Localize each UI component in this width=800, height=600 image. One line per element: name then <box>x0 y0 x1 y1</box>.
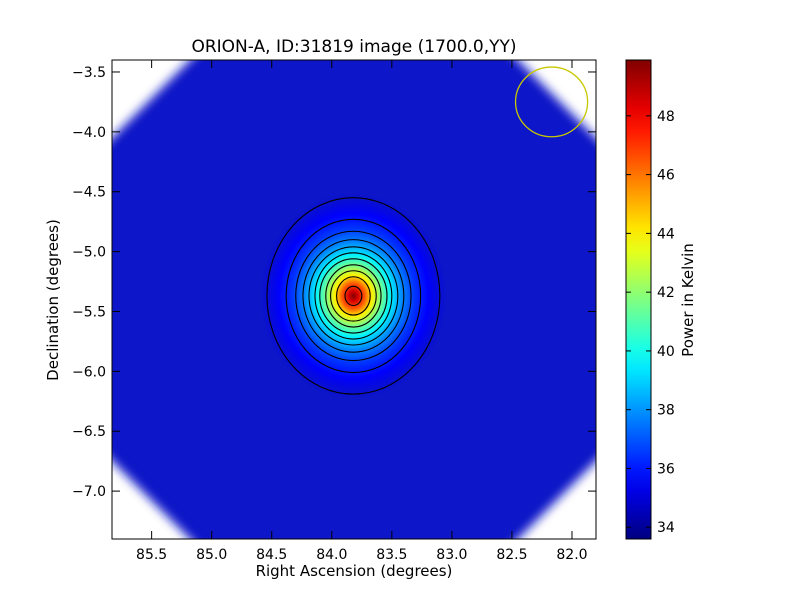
colorbar-tick-label: 34 <box>657 520 675 536</box>
x-axis-ticks: 85.5 85.0 84.5 84.0 83.5 83.0 82.5 82.0 <box>136 60 588 563</box>
x-tick-label: 85.5 <box>136 547 167 563</box>
y-axis-ticks: −3.5 −4.0 −4.5 −5.0 −5.5 −6.0 −6.5 −7.0 <box>72 65 596 500</box>
x-tick-label: 83.0 <box>436 547 467 563</box>
colorbar: 34 36 38 40 42 44 46 48 Power in Kelvin <box>625 59 697 540</box>
x-tick-label: 85.0 <box>196 547 227 563</box>
contour-line <box>330 270 377 322</box>
colorbar-fill <box>625 59 652 540</box>
x-tick-label: 84.0 <box>316 547 347 563</box>
contour-line <box>325 264 382 328</box>
y-tick-label: −6.5 <box>72 424 106 440</box>
y-tick-label: −3.5 <box>72 65 106 81</box>
colorbar-tick-label: 44 <box>657 226 675 242</box>
colorbar-tick-label: 36 <box>657 461 675 477</box>
contour-line <box>319 258 388 334</box>
contour-line <box>285 218 422 374</box>
contour-line <box>302 239 405 353</box>
colorbar-tick-label: 46 <box>657 168 675 184</box>
colorbar-tick-label: 42 <box>657 285 675 301</box>
colorbar-label: Power in Kelvin <box>679 243 697 357</box>
y-tick-label: −5.0 <box>72 245 106 261</box>
colorbar-ticks: 34 36 38 40 42 44 46 48 <box>626 109 675 536</box>
x-tick-label: 84.5 <box>256 547 287 563</box>
colorbar-tick-label: 48 <box>657 109 675 125</box>
source-emission <box>259 192 448 399</box>
colorbar-tick-label: 40 <box>657 344 675 360</box>
x-tick-label: 83.5 <box>376 547 407 563</box>
y-axis-label: Declination (degrees) <box>44 219 62 381</box>
contour-line <box>266 197 441 395</box>
y-tick-label: −4.5 <box>72 185 106 201</box>
contour-lines <box>266 197 441 395</box>
chart-title: ORION-A, ID:31819 image (1700.0,YY) <box>191 37 516 57</box>
contour-line <box>336 276 371 316</box>
contour-line <box>314 252 393 340</box>
x-axis-label: Right Ascension (degrees) <box>256 562 453 580</box>
y-tick-label: −4.0 <box>72 125 106 141</box>
plot-frame <box>111 59 597 540</box>
y-tick-label: −6.0 <box>72 364 106 380</box>
x-tick-label: 82.5 <box>496 547 527 563</box>
y-tick-label: −7.0 <box>72 484 106 500</box>
contour-line <box>308 246 399 346</box>
y-tick-label: −5.5 <box>72 304 106 320</box>
contour-line <box>295 230 412 362</box>
plot-area: 85.5 85.0 84.5 84.0 83.5 83.0 82.5 82.0 −3.5 −4.… <box>72 59 597 563</box>
beam-circle <box>514 66 589 138</box>
contour-line <box>344 285 363 307</box>
x-tick-label: 82.0 <box>556 547 587 563</box>
colorbar-tick-label: 38 <box>657 403 675 419</box>
